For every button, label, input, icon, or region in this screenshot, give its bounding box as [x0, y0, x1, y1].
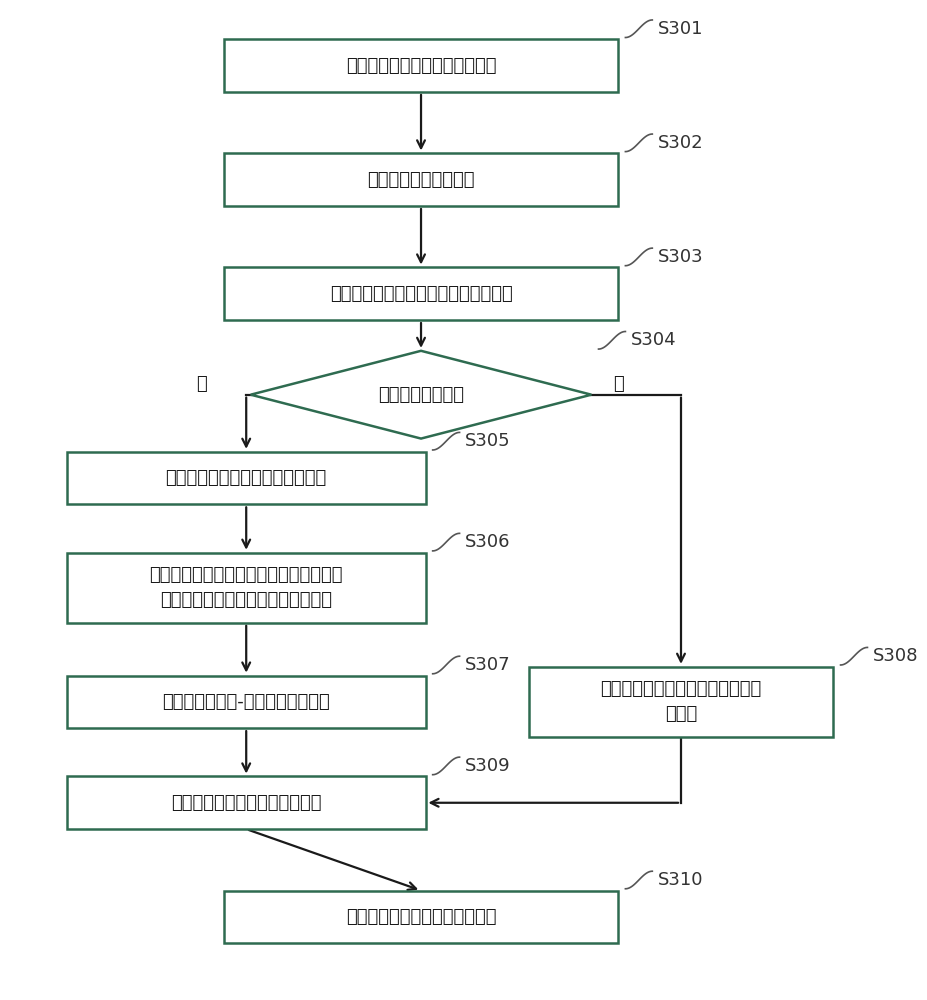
Text: 显示单井的连续岩性柱状剖面图: 显示单井的连续岩性柱状剖面图: [346, 908, 496, 926]
Text: 根据测井曲线提取煤系地层岩石物理相的
测井特征参数，建立主成分参数模型: 根据测井曲线提取煤系地层岩石物理相的 测井特征参数，建立主成分参数模型: [149, 566, 343, 609]
Bar: [223, 153, 617, 206]
Text: 判断是否为关键井: 判断是否为关键井: [377, 386, 464, 404]
Text: S301: S301: [657, 20, 703, 38]
Bar: [67, 776, 425, 829]
Text: 利用测井曲线对煤系地层层段自动分层: 利用测井曲线对煤系地层层段自动分层: [329, 285, 512, 303]
Polygon shape: [250, 351, 590, 439]
Bar: [223, 267, 617, 320]
Bar: [223, 39, 617, 92]
Text: 对测井曲线进行预处理: 对测井曲线进行预处理: [367, 171, 475, 189]
Text: S308: S308: [872, 647, 918, 665]
Text: 根据测井资料划分煤系地层层段: 根据测井资料划分煤系地层层段: [346, 57, 496, 75]
Text: S302: S302: [657, 134, 703, 152]
Text: S310: S310: [657, 871, 703, 889]
Bar: [67, 676, 425, 728]
Text: S306: S306: [464, 533, 510, 551]
Bar: [67, 452, 425, 504]
Bar: [223, 891, 617, 943]
Text: 建立岩石物理相-地质相的对应关系: 建立岩石物理相-地质相的对应关系: [162, 693, 330, 711]
Text: S304: S304: [630, 331, 676, 349]
Text: 将煤系地层划分为多个岩石物理相: 将煤系地层划分为多个岩石物理相: [165, 469, 326, 487]
Bar: [528, 667, 832, 737]
Text: S305: S305: [464, 432, 510, 450]
Text: 提取非关键井岩石物理相的测井特
征参数: 提取非关键井岩石物理相的测井特 征参数: [600, 680, 761, 723]
Text: S303: S303: [657, 248, 703, 266]
Text: 否: 否: [612, 375, 623, 393]
Text: 是: 是: [196, 375, 207, 393]
Text: S307: S307: [464, 656, 510, 674]
Bar: [67, 553, 425, 623]
Text: S309: S309: [464, 757, 510, 775]
Text: 逐层判断每层对应的岩石物理相: 逐层判断每层对应的岩石物理相: [171, 794, 321, 812]
